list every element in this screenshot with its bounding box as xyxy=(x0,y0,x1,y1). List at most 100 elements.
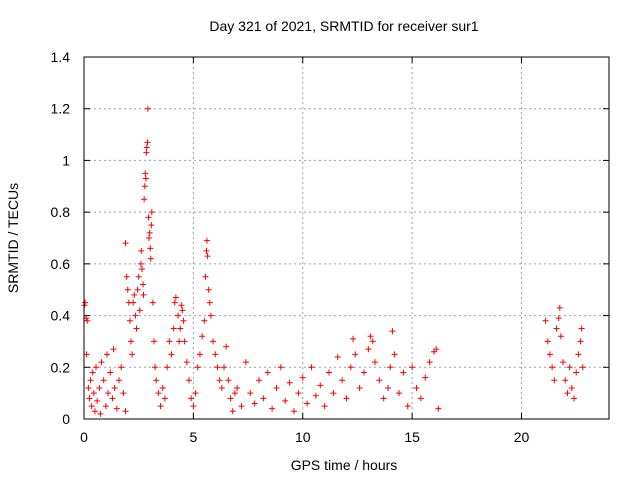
data-point xyxy=(291,408,297,415)
data-point xyxy=(269,405,276,412)
data-point xyxy=(176,338,183,345)
data-point xyxy=(135,273,142,280)
data-point xyxy=(312,392,319,399)
data-point xyxy=(140,291,147,298)
data-point xyxy=(343,395,350,402)
data-point xyxy=(369,338,376,345)
data-point xyxy=(400,369,407,376)
data-point xyxy=(143,144,150,151)
chart-title: Day 321 of 2021, SRMTID for receiver sur… xyxy=(209,18,478,34)
data-point xyxy=(149,299,156,306)
data-point xyxy=(87,377,94,384)
data-point xyxy=(206,299,213,306)
x-tick-label: 15 xyxy=(404,429,420,445)
data-point xyxy=(542,317,549,324)
data-point xyxy=(137,260,144,267)
data-point xyxy=(221,364,227,371)
data-point xyxy=(138,247,145,254)
data-point xyxy=(308,364,315,371)
data-point xyxy=(183,359,190,366)
x-axis-label: GPS time / hours xyxy=(291,457,398,473)
data-point xyxy=(186,377,192,384)
data-point xyxy=(299,374,306,381)
data-point xyxy=(264,369,271,376)
data-point xyxy=(339,377,346,384)
data-point xyxy=(202,273,209,280)
data-point xyxy=(116,377,122,384)
data-point xyxy=(97,410,104,417)
data-point xyxy=(164,364,171,371)
data-point xyxy=(225,377,232,384)
data-point xyxy=(153,377,160,384)
grid-layer xyxy=(84,57,609,419)
data-point xyxy=(148,222,155,229)
data-point xyxy=(142,175,149,182)
data-point xyxy=(105,390,112,397)
data-point xyxy=(282,397,289,404)
data-point xyxy=(273,384,280,391)
data-point xyxy=(549,364,556,371)
data-point xyxy=(141,183,148,190)
data-point xyxy=(227,395,234,402)
data-point xyxy=(205,286,212,293)
data-point xyxy=(551,377,558,384)
data-point xyxy=(238,403,245,410)
data-point xyxy=(172,294,179,301)
data-point xyxy=(210,338,217,345)
data-point xyxy=(88,403,95,410)
data-point xyxy=(578,325,585,332)
data-point xyxy=(433,346,440,353)
data-point xyxy=(361,369,367,376)
data-point xyxy=(234,384,241,391)
data-point xyxy=(422,374,429,381)
data-point xyxy=(389,328,396,335)
data-point xyxy=(98,359,105,366)
data-point xyxy=(146,229,153,236)
data-point xyxy=(148,209,155,216)
data-point xyxy=(181,338,188,345)
data-point xyxy=(144,139,151,146)
data-point xyxy=(188,395,195,402)
data-point xyxy=(134,286,141,293)
data-point xyxy=(251,400,258,407)
plot-frame xyxy=(83,56,610,420)
data-point xyxy=(122,240,129,247)
data-point xyxy=(168,351,175,358)
data-point xyxy=(159,384,166,391)
data-point xyxy=(321,403,328,410)
data-point xyxy=(90,390,97,397)
data-point xyxy=(178,302,185,309)
data-point xyxy=(556,304,563,311)
data-point xyxy=(91,408,98,415)
data-point xyxy=(110,346,117,353)
data-point xyxy=(218,384,225,391)
data-point xyxy=(573,369,580,376)
data-point xyxy=(130,299,137,306)
data-point xyxy=(579,364,586,371)
data-point xyxy=(376,377,383,384)
data-point xyxy=(203,247,210,254)
x-tick-label: 0 xyxy=(80,429,88,445)
data-point xyxy=(214,364,221,371)
data-point xyxy=(326,369,332,376)
data-point xyxy=(141,196,148,203)
data-point xyxy=(409,364,416,371)
data-point xyxy=(166,338,173,345)
data-point xyxy=(546,351,553,358)
data-point xyxy=(380,395,387,402)
data-point xyxy=(365,346,372,353)
data-point xyxy=(147,245,154,252)
y-tick-label: 0 xyxy=(62,411,70,427)
data-point xyxy=(566,364,573,371)
data-point xyxy=(175,312,182,319)
data-point xyxy=(93,364,100,371)
data-point xyxy=(555,315,562,322)
data-point xyxy=(142,170,149,177)
data-point xyxy=(286,379,293,386)
data-point xyxy=(131,291,138,298)
data-point xyxy=(223,343,230,350)
x-tick-label: 20 xyxy=(514,429,530,445)
data-point xyxy=(207,312,214,319)
data-point xyxy=(347,364,354,371)
data-point xyxy=(177,325,184,332)
